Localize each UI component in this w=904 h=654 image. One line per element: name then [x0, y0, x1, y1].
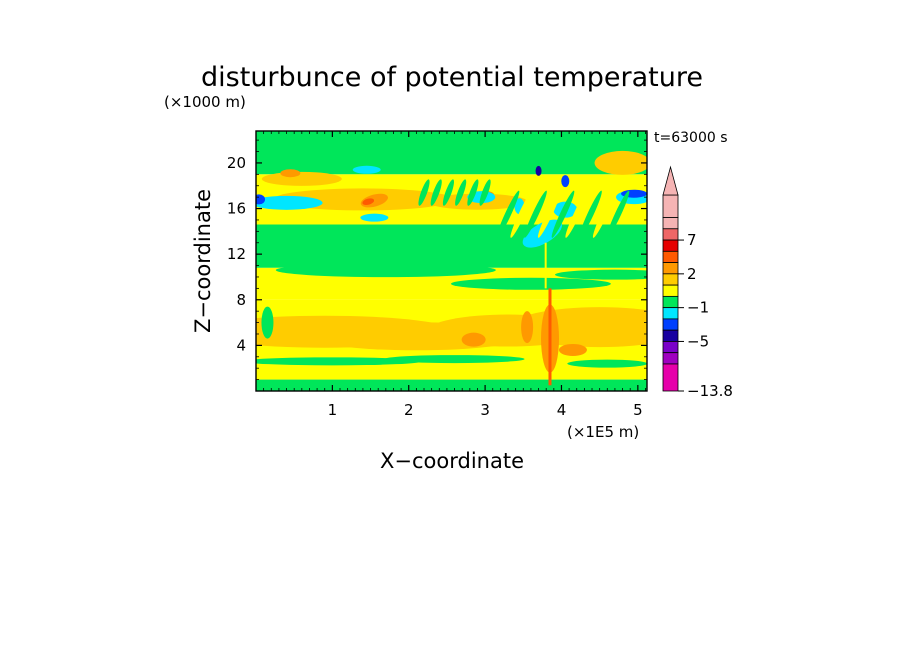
x-axis-ticks: 1 2 3 4 5	[263, 131, 646, 419]
streak-wave	[606, 190, 630, 238]
colorbar-swatch	[662, 228, 679, 241]
colorbar-swatch	[662, 329, 679, 342]
streak-wave	[579, 190, 602, 238]
blob-plume-orange	[461, 332, 486, 347]
colorbar-swatch	[662, 352, 679, 365]
blob-upper-warm	[594, 150, 647, 175]
plume-upper	[544, 242, 547, 289]
colorbar-label: −1	[687, 299, 709, 317]
blob-upper-warm	[261, 171, 342, 186]
streak-wave	[430, 179, 442, 206]
y-axis-label: Z−coordinate	[191, 189, 215, 333]
band-surface-green	[256, 379, 647, 391]
y-tick-label: 8	[236, 291, 246, 309]
x-tick-label: 5	[633, 401, 643, 419]
x-tick-label: 1	[328, 401, 338, 419]
colorbar-swatch	[662, 363, 679, 392]
plume-core	[548, 288, 552, 386]
streak-wave	[455, 179, 467, 206]
blob-upper-darkorange	[362, 198, 375, 205]
x-unit-label: (×1E5 m)	[567, 423, 639, 441]
blob-plume-orange	[521, 311, 534, 344]
streak-wave	[524, 190, 547, 238]
plot-frame	[255, 130, 648, 392]
blob-cool-cyan	[522, 219, 563, 248]
x-tick-label: 2	[404, 401, 414, 419]
blob-cold-navy	[535, 165, 542, 176]
streak-wave	[551, 190, 575, 238]
y-tick-label: 16	[227, 200, 246, 218]
y-tick-label: 20	[227, 154, 246, 172]
colorbar-swatch	[662, 273, 679, 286]
streak-wave	[537, 190, 561, 238]
blob-mid-green	[275, 263, 496, 278]
colorbar-swatch	[662, 341, 679, 354]
colorbar-extend-arrow	[662, 165, 679, 196]
streak-wave	[592, 190, 616, 238]
blob-edge-green	[261, 306, 274, 339]
x-tick-label: 3	[480, 401, 490, 419]
colorbar-swatch	[662, 318, 679, 331]
blob-cool-cyan	[256, 195, 323, 210]
streak-wave	[479, 179, 491, 206]
x-axis-label: X−coordinate	[380, 449, 524, 473]
time-label: t=63000 s	[654, 130, 728, 146]
colorbar-swatch	[662, 307, 679, 320]
blob-mid-green	[450, 277, 611, 290]
blob-cold-blue	[561, 175, 570, 188]
colorbar-label: 2	[687, 265, 697, 283]
y-unit-label: (×1000 m)	[164, 93, 246, 111]
streak-wave	[565, 190, 589, 238]
colorbar-label: 7	[687, 231, 697, 249]
colorbar-label: −5	[687, 332, 709, 350]
colorbar-swatch	[662, 295, 679, 309]
blob-plume-orange	[558, 343, 587, 356]
x-tick-label: 4	[557, 401, 567, 419]
band-mid-green	[256, 224, 647, 268]
temperature-field	[256, 131, 647, 391]
colorbar-swatch	[662, 239, 679, 252]
chart-title: disturbunce of potential temperature	[201, 62, 703, 93]
colorbar-swatch	[662, 217, 679, 230]
colorbar-swatch	[662, 284, 679, 297]
blob-mid-green	[554, 269, 647, 280]
blob-near-surface-green	[256, 357, 423, 366]
colorbar-swatch	[662, 262, 679, 275]
streak-wave	[496, 190, 520, 238]
blob-cool-cyan	[360, 213, 389, 222]
blob-upper-orange	[280, 169, 301, 178]
blob-near-surface-green	[567, 359, 647, 368]
y-axis-ticks: 4 8 12 16 20	[227, 139, 647, 380]
blob-cool-cyan	[352, 165, 381, 174]
streak-wave	[418, 179, 430, 206]
colorbar-swatch	[662, 250, 679, 263]
streak-wave	[467, 179, 479, 206]
colorbar-swatch	[662, 194, 679, 218]
blob-cold-blue	[256, 194, 266, 205]
streak-wave	[442, 179, 455, 206]
colorbar: 7 2 −1 −5 −13.8	[662, 165, 733, 400]
streak-wave	[510, 190, 534, 238]
blob-near-surface-green	[384, 355, 525, 364]
y-tick-label: 4	[236, 336, 246, 354]
y-tick-label: 12	[227, 245, 246, 263]
colorbar-label: −13.8	[687, 382, 733, 400]
band-top-green	[256, 131, 647, 175]
